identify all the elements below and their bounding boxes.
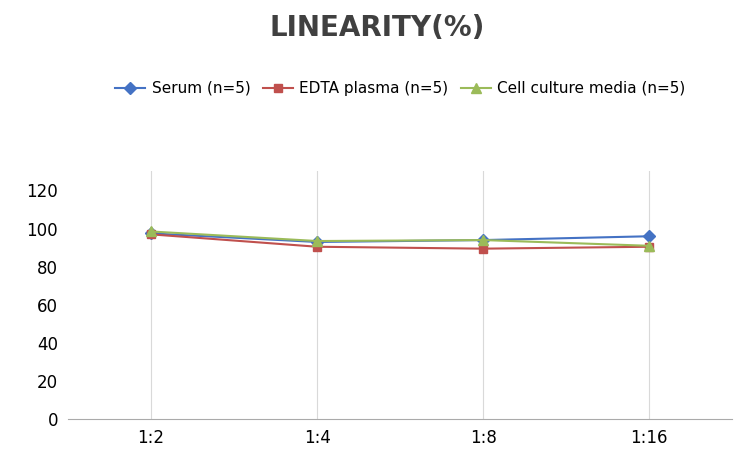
Line: Serum (n=5): Serum (n=5) bbox=[146, 229, 654, 246]
Line: EDTA plasma (n=5): EDTA plasma (n=5) bbox=[146, 230, 654, 253]
EDTA plasma (n=5) bbox=[645, 244, 654, 249]
Cell culture media (n=5) bbox=[479, 237, 488, 243]
EDTA plasma (n=5) bbox=[479, 246, 488, 251]
EDTA plasma (n=5) bbox=[313, 244, 322, 249]
Serum (n=5) bbox=[146, 230, 156, 236]
Text: LINEARITY(%): LINEARITY(%) bbox=[270, 14, 485, 41]
Cell culture media (n=5) bbox=[146, 229, 156, 234]
Legend: Serum (n=5), EDTA plasma (n=5), Cell culture media (n=5): Serum (n=5), EDTA plasma (n=5), Cell cul… bbox=[109, 75, 692, 102]
Serum (n=5) bbox=[479, 237, 488, 243]
Serum (n=5) bbox=[313, 239, 322, 245]
Cell culture media (n=5) bbox=[645, 243, 654, 249]
Line: Cell culture media (n=5): Cell culture media (n=5) bbox=[146, 226, 654, 251]
Serum (n=5) bbox=[645, 234, 654, 239]
EDTA plasma (n=5) bbox=[146, 232, 156, 237]
Cell culture media (n=5) bbox=[313, 238, 322, 244]
